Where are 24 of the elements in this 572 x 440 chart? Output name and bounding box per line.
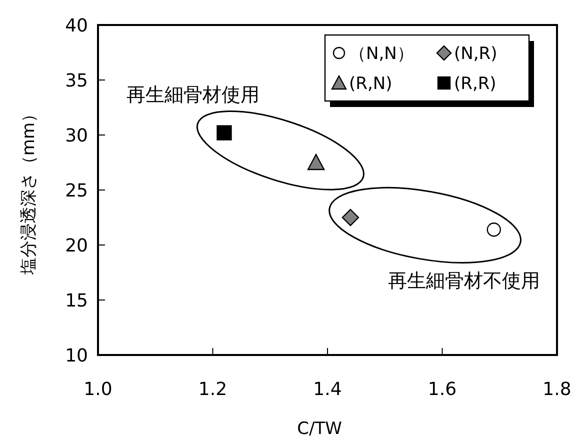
point (216, 125, 232, 140)
legend-label: （N,N） (349, 44, 414, 64)
y-tick-label: 10 (65, 345, 88, 366)
y-tick-label: 20 (65, 235, 88, 256)
annotation: 再生細骨材使用 (126, 84, 260, 106)
legend-label: (N,R) (454, 44, 498, 64)
y-tick-label: 40 (65, 15, 88, 36)
y-tick-label: 30 (65, 125, 88, 146)
y-tick-label: 15 (65, 290, 88, 312)
legend-label: (R,R) (454, 74, 496, 94)
x-tick-label: 1.6 (428, 379, 457, 400)
x-tick-label: 1.0 (84, 379, 112, 400)
legend-label: (R,N) (349, 74, 392, 94)
x-axis-title: C/TW (297, 419, 342, 439)
x-tick-label: 1.8 (542, 379, 572, 400)
x-tick-label: 1.4 (313, 379, 342, 400)
y-axis-title: 塩分浸透深さ（mm） (19, 105, 39, 276)
y-tick-label: 25 (65, 180, 88, 202)
annotation: 再生細骨材不使用 (388, 270, 540, 292)
point (342, 208, 360, 226)
x-tick-label: 1.2 (198, 379, 228, 400)
point (486, 222, 501, 237)
y-tick-label: 35 (65, 70, 88, 92)
point (307, 154, 325, 170)
